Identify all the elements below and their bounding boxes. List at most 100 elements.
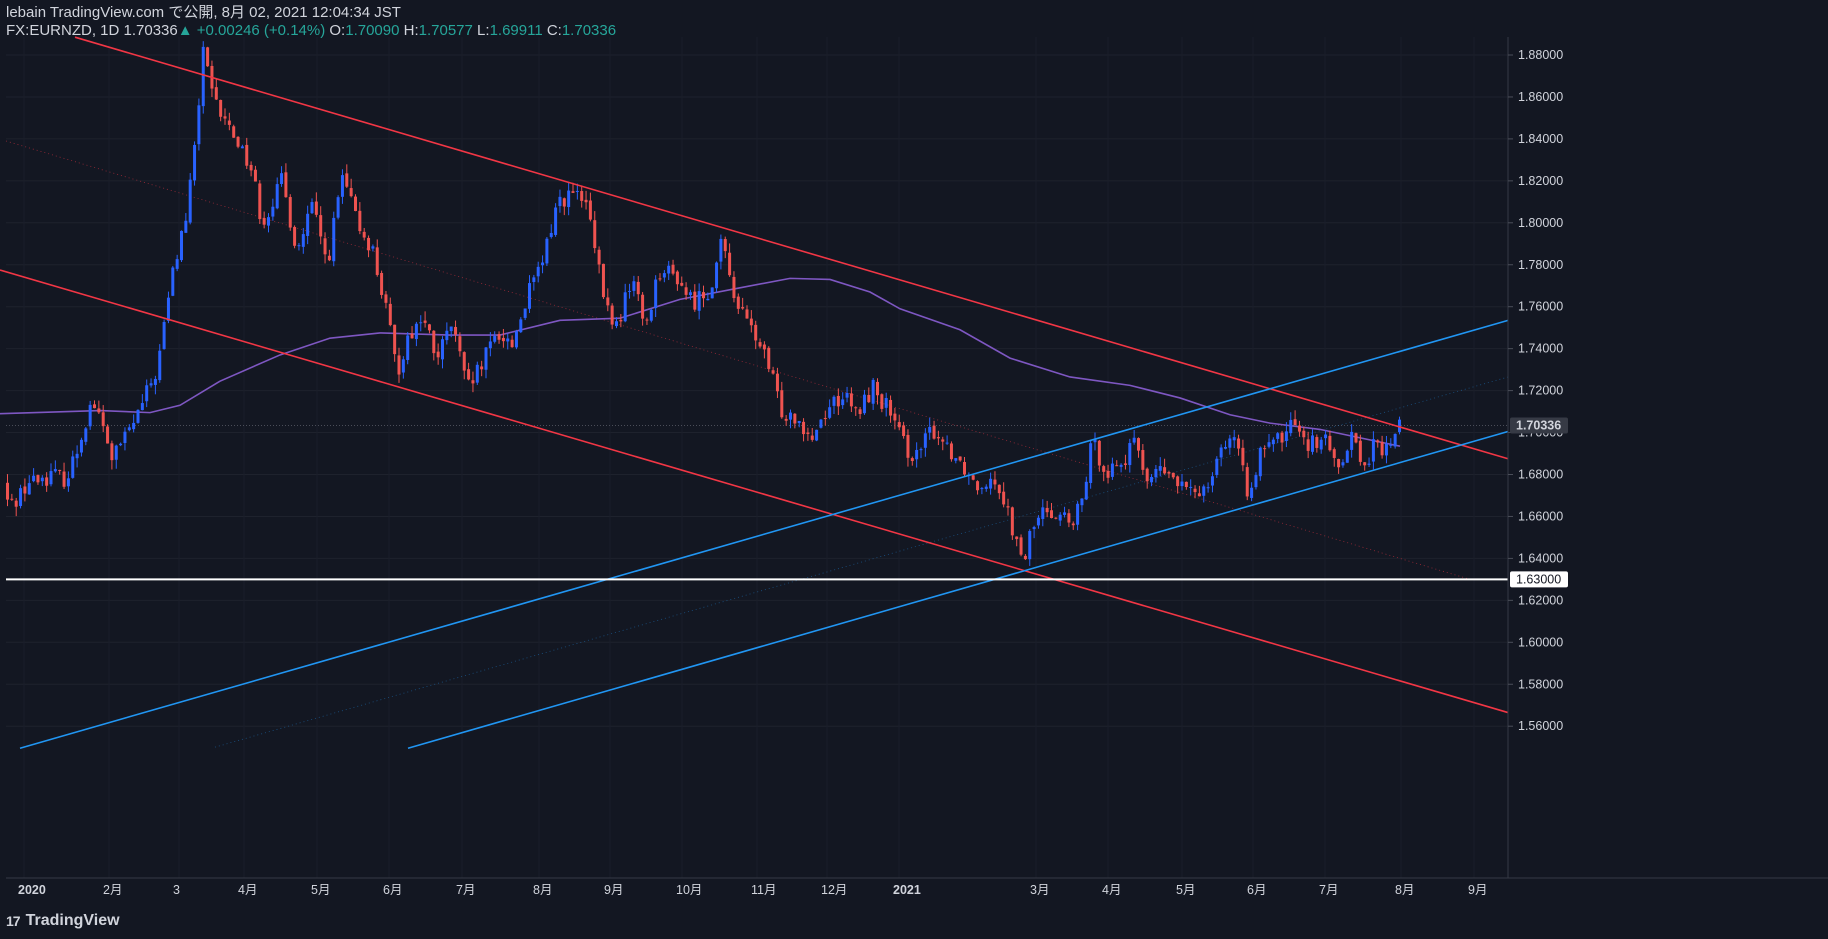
x-tick-label: 8月 — [533, 883, 552, 897]
candle-body — [484, 347, 488, 370]
candle-body — [1137, 438, 1140, 451]
candle-body — [1384, 443, 1388, 456]
candle-body — [62, 471, 66, 487]
candle-body — [819, 419, 823, 428]
candle-body — [380, 272, 384, 295]
up-arrow-icon: ▲ — [177, 22, 193, 39]
candle-body — [1167, 472, 1171, 474]
candle-body — [323, 238, 327, 255]
symbol-label[interactable]: FX:EURNZD, 1D — [6, 22, 120, 39]
y-tick-label: 1.64000 — [1518, 551, 1563, 565]
y-tick-label: 1.88000 — [1518, 48, 1563, 62]
candle-body — [75, 453, 79, 459]
candle-body — [1202, 486, 1206, 496]
candle-body — [797, 420, 801, 424]
candle-body — [1210, 476, 1214, 486]
candle-body — [867, 394, 871, 403]
time-axis[interactable]: 2020 2月 3 4月 5月 6月 7月 8月 9月 10月 11月 12月 2021 3月 4月 5月 6月… — [18, 883, 1487, 897]
candle-body — [127, 427, 131, 431]
trendlines[interactable] — [0, 36, 1509, 749]
candle-body — [775, 373, 779, 392]
candle-body — [1337, 459, 1341, 468]
candle-body — [1206, 487, 1210, 489]
y-tick-label: 1.82000 — [1518, 174, 1563, 188]
candle-body — [327, 255, 331, 261]
candle-body — [140, 403, 144, 411]
candle-body — [828, 407, 832, 418]
candle-body — [723, 239, 727, 252]
candle-body — [201, 46, 205, 107]
candle-body — [393, 324, 397, 355]
candle-body — [406, 335, 410, 360]
candle-body — [175, 259, 179, 269]
candle-body — [715, 262, 719, 289]
y-tick-label: 1.78000 — [1518, 258, 1563, 272]
candle-body — [1063, 512, 1067, 515]
candle-body — [789, 412, 792, 420]
candle-body — [1267, 442, 1271, 447]
candle-body — [697, 291, 701, 311]
tradingview-logo[interactable]: 17 TradingView — [6, 912, 120, 930]
candle-body — [358, 210, 362, 232]
candle-body — [806, 432, 810, 434]
candle-body — [501, 337, 505, 342]
x-tick-label: 3 — [173, 883, 180, 897]
candle-body — [880, 394, 884, 409]
candle-body — [1093, 439, 1097, 443]
candle-body — [841, 399, 845, 406]
candle-body — [367, 237, 371, 251]
candle-body — [767, 347, 771, 369]
y-tick-label: 1.86000 — [1518, 90, 1563, 104]
candle-body — [1215, 458, 1219, 475]
candle-body — [584, 199, 588, 203]
candle-body — [632, 281, 636, 291]
candle-body — [40, 477, 44, 482]
candle-body — [1293, 419, 1297, 426]
candle-body — [36, 475, 40, 483]
candle-body — [93, 404, 96, 409]
candle-body — [384, 294, 388, 303]
candle-body — [719, 238, 723, 262]
candle-body — [593, 220, 597, 249]
candle-body — [889, 399, 893, 416]
candle-body — [423, 320, 427, 323]
candle-body — [736, 296, 740, 309]
candle-body — [110, 443, 114, 461]
candle-body — [223, 116, 227, 119]
moving-average-line — [0, 277, 1401, 447]
candle-body — [575, 190, 579, 192]
candle-body — [253, 169, 257, 182]
candle-body — [449, 326, 453, 332]
close-value: 1.70336 — [561, 22, 617, 39]
x-tick-label: 12月 — [821, 883, 847, 897]
candle-body — [1306, 439, 1310, 451]
candle-body — [1354, 433, 1358, 443]
candle-body — [445, 330, 449, 341]
candle-body — [97, 408, 101, 413]
candle-body — [1241, 447, 1245, 466]
candle-body — [1315, 437, 1319, 448]
candle-body — [79, 439, 83, 453]
x-tick-label: 7月 — [456, 883, 475, 897]
candle-body — [780, 390, 784, 418]
x-tick-label: 9月 — [604, 883, 623, 897]
price-axis[interactable]: 1.88000 1.86000 1.84000 1.82000 1.80000 1.780… — [1508, 48, 1563, 733]
candle-body — [571, 191, 575, 193]
candle-body — [906, 434, 910, 458]
x-tick-label: 5月 — [1176, 883, 1195, 897]
candle-body — [532, 277, 536, 283]
candle-body — [1197, 493, 1201, 497]
candle-body — [188, 179, 192, 223]
candle-body — [53, 469, 57, 472]
candle-body — [793, 413, 797, 424]
candle-body — [1393, 433, 1397, 447]
candle-body — [1376, 440, 1380, 443]
candle-body — [1067, 513, 1071, 523]
candle-body — [1189, 486, 1193, 488]
candle-body — [1089, 443, 1093, 483]
candle-body — [1224, 446, 1227, 449]
candle-body — [184, 220, 188, 233]
candle-body — [1380, 441, 1384, 456]
candle-body — [1115, 465, 1119, 467]
